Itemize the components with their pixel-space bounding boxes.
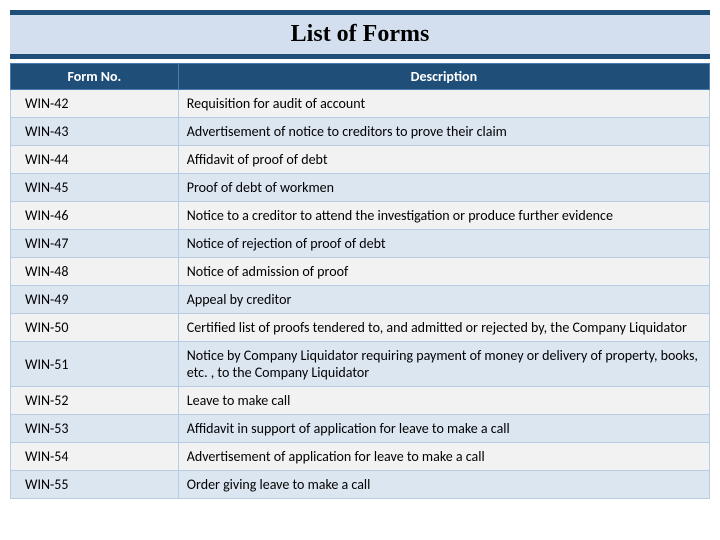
cell-description: Notice by Company Liquidator requiring p… xyxy=(178,342,709,387)
cell-description: Requisition for audit of account xyxy=(178,90,709,118)
cell-description: Order giving leave to make a call xyxy=(178,471,709,499)
cell-form-no: WIN-48 xyxy=(11,258,179,286)
cell-form-no: WIN-54 xyxy=(11,443,179,471)
cell-form-no: WIN-49 xyxy=(11,286,179,314)
table-row: WIN-46Notice to a creditor to attend the… xyxy=(11,202,710,230)
table-row: WIN-52Leave to make call xyxy=(11,387,710,415)
cell-description: Advertisement of notice to creditors to … xyxy=(178,118,709,146)
cell-form-no: WIN-52 xyxy=(11,387,179,415)
cell-description: Appeal by creditor xyxy=(178,286,709,314)
table-row: WIN-44Affidavit of proof of debt xyxy=(11,146,710,174)
cell-form-no: WIN-43 xyxy=(11,118,179,146)
cell-form-no: WIN-50 xyxy=(11,314,179,342)
title-bar: List of Forms xyxy=(10,10,710,59)
cell-form-no: WIN-55 xyxy=(11,471,179,499)
table-row: WIN-42Requisition for audit of account xyxy=(11,90,710,118)
cell-description: Affidavit in support of application for … xyxy=(178,415,709,443)
page-title: List of Forms xyxy=(10,15,710,54)
table-row: WIN-53Affidavit in support of applicatio… xyxy=(11,415,710,443)
table-row: WIN-49Appeal by creditor xyxy=(11,286,710,314)
cell-form-no: WIN-42 xyxy=(11,90,179,118)
table-row: WIN-45Proof of debt of workmen xyxy=(11,174,710,202)
cell-description: Notice of rejection of proof of debt xyxy=(178,230,709,258)
table-row: WIN-43Advertisement of notice to credito… xyxy=(11,118,710,146)
table-row: WIN-48Notice of admission of proof xyxy=(11,258,710,286)
cell-description: Certified list of proofs tendered to, an… xyxy=(178,314,709,342)
cell-form-no: WIN-47 xyxy=(11,230,179,258)
table-row: WIN-47Notice of rejection of proof of de… xyxy=(11,230,710,258)
cell-form-no: WIN-46 xyxy=(11,202,179,230)
cell-form-no: WIN-44 xyxy=(11,146,179,174)
table-row: WIN-50Certified list of proofs tendered … xyxy=(11,314,710,342)
cell-form-no: WIN-53 xyxy=(11,415,179,443)
cell-description: Notice to a creditor to attend the inves… xyxy=(178,202,709,230)
col-header-form-no: Form No. xyxy=(11,64,179,90)
table-header-row: Form No. Description xyxy=(11,64,710,90)
cell-description: Proof of debt of workmen xyxy=(178,174,709,202)
col-header-description: Description xyxy=(178,64,709,90)
slide: List of Forms Form No. Description WIN-4… xyxy=(0,0,720,540)
forms-table: Form No. Description WIN-42Requisition f… xyxy=(10,63,710,499)
cell-description: Advertisement of application for leave t… xyxy=(178,443,709,471)
table-row: WIN-51Notice by Company Liquidator requi… xyxy=(11,342,710,387)
table-row: WIN-54Advertisement of application for l… xyxy=(11,443,710,471)
table-row: WIN-55Order giving leave to make a call xyxy=(11,471,710,499)
cell-form-no: WIN-51 xyxy=(11,342,179,387)
cell-description: Leave to make call xyxy=(178,387,709,415)
cell-description: Notice of admission of proof xyxy=(178,258,709,286)
cell-description: Affidavit of proof of debt xyxy=(178,146,709,174)
cell-form-no: WIN-45 xyxy=(11,174,179,202)
